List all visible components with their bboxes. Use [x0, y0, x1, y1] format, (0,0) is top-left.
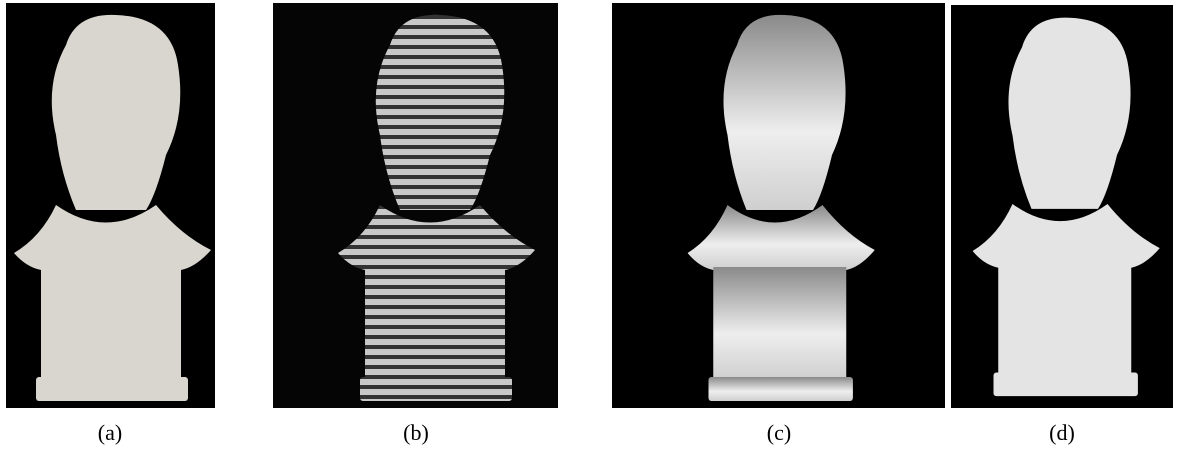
panel-d [951, 5, 1173, 408]
caption: (d) [1049, 420, 1075, 445]
panel-a [6, 3, 215, 408]
caption: (c) [767, 420, 791, 445]
caption: (b) [403, 420, 429, 445]
panel-c [612, 3, 945, 408]
figure: (a) (b) (c) (d) [0, 0, 1178, 451]
panel-b [273, 3, 558, 408]
caption: (a) [98, 420, 122, 445]
